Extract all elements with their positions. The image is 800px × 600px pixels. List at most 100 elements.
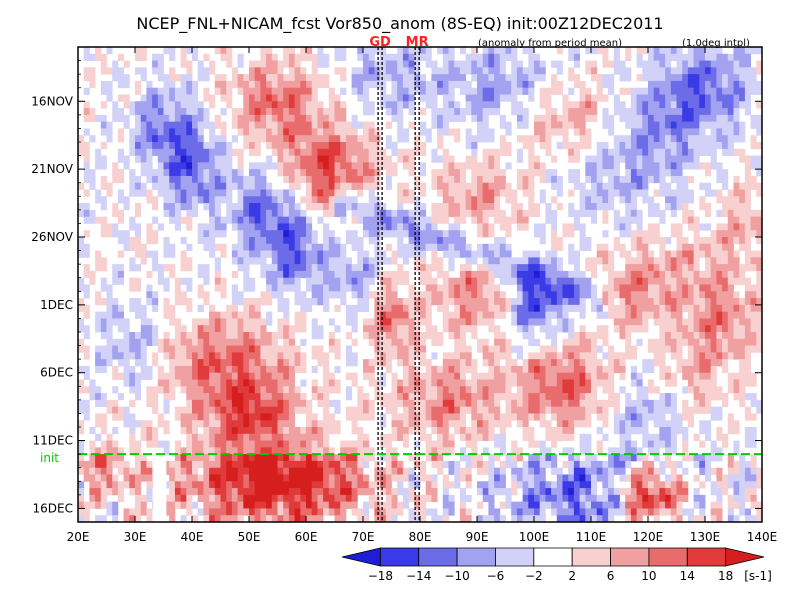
heat-cell: [100, 257, 107, 265]
heat-cell: [237, 386, 244, 394]
heat-cell: [699, 393, 706, 401]
heat-cell: [591, 108, 598, 116]
heat-cell: [243, 209, 250, 218]
heat-cell: [630, 264, 637, 272]
heat-cell: [368, 53, 375, 61]
heat-cell: [254, 250, 261, 258]
heat-cell: [380, 379, 387, 387]
heat-cell: [100, 413, 107, 421]
heat-cell: [140, 101, 147, 109]
heat-cell: [511, 87, 518, 95]
heat-cell: [613, 155, 620, 163]
heat-cell: [306, 175, 313, 184]
heat-cell: [653, 162, 660, 170]
heat-cell: [744, 257, 751, 265]
heat-cell: [106, 47, 113, 55]
heat-cell: [528, 80, 535, 89]
heat-cell: [585, 257, 592, 265]
heat-cell: [140, 142, 147, 150]
heat-cell: [488, 189, 495, 197]
heat-cell: [442, 386, 449, 394]
heat-cell: [602, 189, 609, 197]
heat-cell: [425, 399, 432, 408]
heat-cell: [334, 379, 341, 387]
heat-cell: [203, 87, 210, 95]
heat-cell: [243, 101, 250, 109]
heat-cell: [95, 311, 102, 319]
heat-cell: [214, 332, 221, 340]
heat-cell: [214, 135, 221, 143]
heat-cell: [112, 270, 119, 279]
heat-cell: [727, 114, 734, 123]
heat-cell: [163, 399, 170, 408]
heat-cell: [602, 332, 609, 340]
heat-cell: [488, 264, 495, 272]
heat-cell: [568, 243, 575, 251]
heat-cell: [283, 352, 290, 360]
heat-cell: [283, 169, 290, 177]
heat-cell: [562, 365, 569, 374]
heat-cell: [682, 108, 689, 116]
heat-cell: [414, 148, 421, 156]
heat-cell: [596, 304, 603, 313]
heat-cell: [744, 108, 751, 116]
heat-cell: [602, 243, 609, 251]
heat-cell: [328, 142, 335, 150]
heat-cell: [722, 284, 729, 292]
heat-cell: [705, 393, 712, 401]
heat-cell: [180, 332, 187, 340]
heat-cell: [186, 175, 193, 184]
heat-cell: [420, 338, 427, 346]
heat-cell: [100, 142, 107, 150]
heat-cell: [197, 101, 204, 109]
heat-cell: [277, 257, 284, 265]
heat-cell: [220, 386, 227, 394]
heat-cell: [739, 67, 746, 75]
heat-cell: [431, 114, 438, 123]
heat-cell: [129, 182, 136, 190]
heat-cell: [203, 399, 210, 408]
heat-cell: [454, 74, 461, 82]
heat-cell: [750, 298, 757, 306]
heat-cell: [254, 372, 261, 380]
heat-cell: [596, 175, 603, 184]
heat-cell: [420, 359, 427, 367]
heat-cell: [368, 80, 375, 89]
heat-cell: [648, 74, 655, 82]
heat-cell: [180, 114, 187, 123]
heat-cell: [231, 359, 238, 367]
heat-cell: [203, 420, 210, 428]
heat-cell: [408, 47, 415, 55]
heat-cell: [744, 175, 751, 184]
heat-cell: [750, 332, 757, 340]
heat-cell: [642, 406, 649, 414]
heat-cell: [351, 67, 358, 75]
heat-cell: [431, 277, 438, 285]
heat-cell: [636, 74, 643, 82]
heat-cell: [477, 203, 484, 211]
heat-cell: [556, 142, 563, 150]
heat-cell: [340, 114, 347, 123]
heat-cell: [186, 257, 193, 265]
heat-cell: [516, 223, 523, 231]
heat-cell: [323, 135, 330, 143]
heat-cell: [231, 74, 238, 82]
heat-cell: [226, 175, 233, 184]
heat-cell: [414, 67, 421, 75]
heat-cell: [699, 128, 706, 136]
heat-cell: [402, 209, 409, 218]
heat-cell: [311, 203, 318, 211]
heat-cell: [363, 291, 370, 299]
heat-cell: [277, 155, 284, 163]
heat-cell: [579, 332, 586, 340]
heat-cell: [693, 372, 700, 380]
heat-cell: [214, 386, 221, 394]
heat-cell: [705, 406, 712, 414]
heat-cell: [174, 162, 181, 170]
heat-cell: [642, 311, 649, 319]
heat-cell: [271, 223, 278, 231]
heat-cell: [260, 338, 267, 346]
heat-cell: [203, 182, 210, 190]
heat-cell: [277, 108, 284, 116]
heat-cell: [716, 196, 723, 204]
